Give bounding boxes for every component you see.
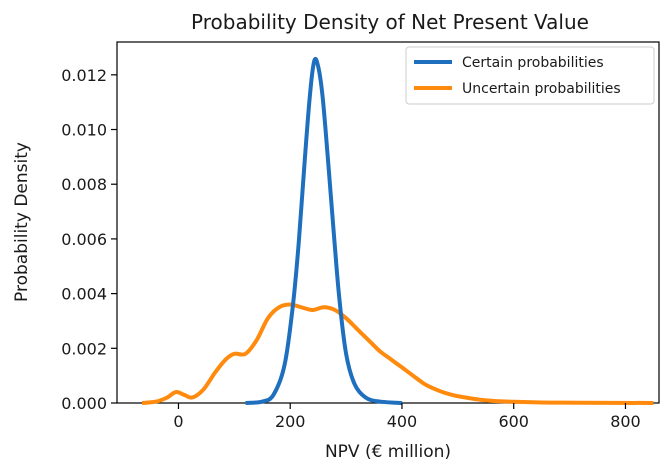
x-tick-label: 800 — [610, 412, 641, 431]
series-layer — [141, 57, 654, 405]
legend-label-certain: Certain probabilities — [462, 55, 604, 71]
x-axis-label: NPV (€ million) — [325, 442, 451, 462]
legend: Certain probabilities Uncertain probabil… — [405, 46, 655, 105]
y-tick-label: 0.010 — [61, 121, 107, 140]
x-tick-label: 600 — [498, 412, 529, 431]
x-tick-label: 0 — [173, 412, 183, 431]
ticks-layer: 0 200 400 600 800 0.000 0.002 0.004 0.006 0.008 0.… — [61, 66, 641, 431]
y-axis-label: Probability Density — [12, 142, 32, 302]
x-tick-label: 400 — [387, 412, 418, 431]
y-tick-label: 0.004 — [61, 285, 107, 304]
y-tick-label: 0.000 — [61, 394, 107, 413]
legend-label-uncertain: Uncertain probabilities — [462, 81, 621, 97]
y-tick-label: 0.002 — [61, 339, 107, 358]
legend-box — [405, 46, 655, 105]
series-line-certain — [245, 57, 403, 405]
y-tick-label: 0.006 — [61, 230, 107, 249]
chart-title: Probability Density of Net Present Value — [191, 10, 589, 34]
x-tick-label: 200 — [275, 412, 306, 431]
y-tick-label: 0.008 — [61, 175, 107, 194]
series-line-uncertain — [141, 302, 654, 405]
y-tick-label: 0.012 — [61, 66, 107, 85]
